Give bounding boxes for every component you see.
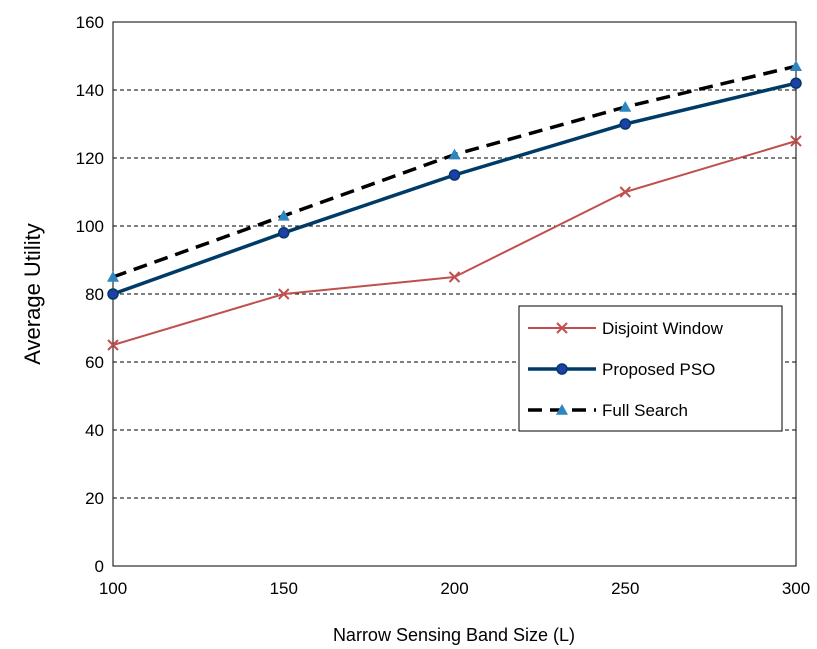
data-point [790, 77, 802, 89]
data-point [619, 118, 631, 130]
x-tick-label: 150 [270, 579, 298, 598]
legend: Disjoint Window Proposed PSO Full Search [518, 305, 783, 432]
legend-items: Disjoint Window Proposed PSO Full Search [528, 319, 724, 420]
y-tick-label: 160 [76, 13, 104, 32]
x-axis-tick-labels: 100 150 200 250 300 [99, 579, 810, 598]
y-tick-label: 40 [85, 421, 104, 440]
legend-swatch-marker [556, 322, 568, 334]
legend-item: Disjoint Window [528, 319, 724, 338]
x-tick-label: 100 [99, 579, 127, 598]
y-axis-tick-labels: 0 20 40 60 80 100 120 140 160 [76, 13, 104, 576]
y-tick-label: 140 [76, 81, 104, 100]
data-point [790, 135, 802, 147]
plot-area-frame [112, 21, 797, 567]
legend-label: Full Search [602, 401, 688, 420]
data-point [619, 186, 631, 198]
legend-item: Full Search [528, 401, 688, 420]
y-tick-label: 80 [85, 285, 104, 304]
x-axis-title: Narrow Sensing Band Size (L) [333, 625, 575, 645]
data-point [278, 288, 290, 300]
legend-item: Proposed PSO [528, 360, 715, 379]
data-point [790, 60, 802, 71]
data-point [448, 169, 461, 181]
series-proposed-pso [107, 77, 802, 300]
data-point [277, 209, 290, 221]
series-full-search [107, 60, 802, 282]
y-tick-label: 0 [95, 557, 104, 576]
data-point [448, 271, 461, 283]
data-point [278, 227, 290, 239]
legend-label: Proposed PSO [602, 360, 715, 379]
legend-swatch-marker [556, 404, 568, 415]
data-point [107, 271, 119, 282]
y-tick-label: 20 [85, 489, 104, 508]
y-tick-label: 120 [76, 149, 104, 168]
y-tick-label: 100 [76, 217, 104, 236]
data-point [619, 101, 632, 112]
data-point [107, 339, 119, 351]
series-layer [107, 60, 802, 351]
data-point [107, 288, 119, 300]
x-tick-label: 200 [440, 579, 468, 598]
y-axis-title: Average Utility [20, 223, 45, 364]
legend-label: Disjoint Window [602, 319, 724, 338]
series-disjoint-window [107, 135, 802, 351]
legend-swatch-marker [556, 363, 568, 375]
data-point [448, 148, 461, 160]
series-line [112, 81, 797, 296]
x-tick-label: 300 [782, 579, 810, 598]
y-tick-label: 60 [85, 353, 104, 372]
x-tick-label: 250 [611, 579, 639, 598]
